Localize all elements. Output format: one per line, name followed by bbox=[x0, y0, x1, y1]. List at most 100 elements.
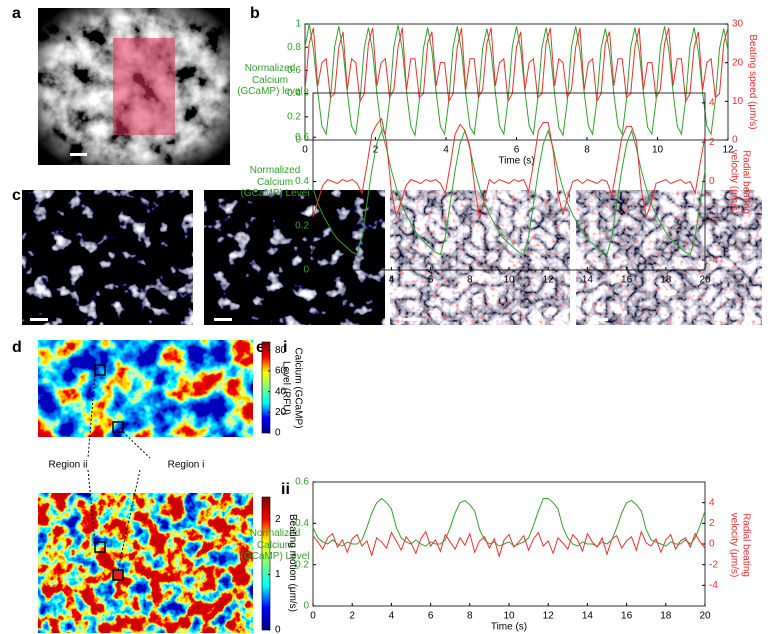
plot-frame bbox=[304, 23, 729, 141]
x-tick-label: 8 bbox=[584, 145, 590, 156]
panel-label: e bbox=[256, 339, 265, 356]
heatmap bbox=[38, 340, 253, 437]
colorbar-tick-label: 20 bbox=[275, 407, 287, 418]
y2-axis-label: Beating speed (μm/s) bbox=[746, 34, 758, 130]
series-line bbox=[312, 117, 706, 219]
y2-tick-label: 4 bbox=[709, 97, 715, 108]
y2-tick-label: 10 bbox=[732, 96, 744, 107]
x-tick-label: 0 bbox=[302, 145, 308, 156]
heatmap bbox=[38, 493, 253, 633]
y2-axis-label: Radial beating velocity (μm/s) bbox=[729, 149, 752, 215]
y-tick-label: 0.4 bbox=[295, 518, 309, 529]
scale-bar bbox=[70, 153, 87, 156]
colorbar-tick-label: 2 bbox=[275, 514, 281, 525]
colorbar-tick-label: 0 bbox=[275, 428, 281, 439]
y-tick-label: 0.2 bbox=[295, 559, 309, 570]
y2-tick-label: 0 bbox=[732, 135, 738, 146]
plot-frame bbox=[312, 481, 706, 607]
colorbar-tick-label: 60 bbox=[275, 366, 287, 377]
x-axis-label: Time (s) bbox=[491, 622, 527, 633]
x-tick-label: 10 bbox=[503, 611, 515, 622]
x-tick-label: 12 bbox=[722, 145, 734, 156]
x-tick-label: 0 bbox=[310, 611, 316, 622]
y-tick-label: 0.6 bbox=[295, 132, 309, 143]
y2-tick-label: -2 bbox=[709, 215, 718, 226]
colorbar-label: Calcium (GCaMP) Level (RFU) bbox=[281, 347, 304, 429]
colorbar-tick-label: 1 bbox=[275, 569, 281, 580]
micrograph bbox=[204, 190, 385, 325]
y2-tick-label: 2 bbox=[709, 518, 715, 529]
colorbar-tick-label: 40 bbox=[275, 386, 287, 397]
x-tick-label: 20 bbox=[699, 275, 711, 286]
motion-overlay bbox=[576, 190, 762, 325]
x-tick-label: 6 bbox=[428, 611, 434, 622]
y2-tick-label: -4 bbox=[709, 580, 718, 591]
region-box bbox=[94, 364, 106, 376]
y-tick-label: 0 bbox=[295, 135, 301, 146]
x-tick-label: 10 bbox=[503, 275, 515, 286]
series-line bbox=[304, 27, 729, 103]
y2-tick-label: -2 bbox=[709, 559, 718, 570]
y-tick-label: 0.4 bbox=[287, 88, 301, 99]
scale-bar bbox=[214, 318, 232, 321]
x-tick-label: 14 bbox=[582, 611, 594, 622]
region-box bbox=[112, 569, 124, 581]
region-label: Region i bbox=[168, 460, 205, 471]
x-tick-label: 10 bbox=[652, 145, 664, 156]
y2-tick-label: 0 bbox=[709, 539, 715, 550]
x-tick-label: 20 bbox=[699, 611, 711, 622]
x-tick-label: 12 bbox=[543, 275, 555, 286]
y-tick-label: 0.8 bbox=[287, 42, 301, 53]
y-axis-label: Normalized Calcium (GCaMP) Level bbox=[240, 164, 310, 199]
colorbar bbox=[261, 496, 271, 631]
connector bbox=[87, 374, 96, 543]
subpanel-label: i bbox=[283, 339, 287, 356]
x-tick-label: 6 bbox=[514, 145, 520, 156]
y-tick-label: 0 bbox=[303, 601, 309, 612]
series-line bbox=[312, 128, 706, 256]
colorbar-label: Beating motion (μm/s) bbox=[286, 513, 298, 613]
x-tick-label: 2 bbox=[349, 275, 355, 286]
scale-bar bbox=[30, 318, 48, 321]
y-tick-label: 0.2 bbox=[295, 220, 309, 231]
y2-tick-label: 30 bbox=[732, 19, 744, 30]
x-tick-label: 4 bbox=[389, 611, 395, 622]
y2-axis-label: Radial beating velocity (μm/s) bbox=[729, 512, 752, 578]
y2-tick-label: 20 bbox=[732, 57, 744, 68]
region-box bbox=[112, 421, 124, 433]
y-tick-label: 0.8 bbox=[295, 88, 309, 99]
x-tick-label: 18 bbox=[660, 611, 672, 622]
micrograph bbox=[22, 190, 193, 325]
series-line bbox=[304, 23, 729, 138]
x-tick-label: 4 bbox=[443, 145, 449, 156]
x-tick-label: 12 bbox=[543, 611, 555, 622]
connector bbox=[117, 431, 151, 571]
y2-tick-label: -4 bbox=[709, 255, 718, 266]
x-tick-label: 4 bbox=[389, 275, 395, 286]
panel-label: d bbox=[12, 339, 22, 356]
x-tick-label: 16 bbox=[621, 611, 633, 622]
panel-label: a bbox=[12, 5, 21, 22]
x-axis-label: Time (s) bbox=[498, 156, 534, 167]
scale-bar bbox=[590, 318, 608, 321]
y-tick-label: 0.6 bbox=[295, 477, 309, 488]
y-tick-label: 0.4 bbox=[295, 176, 309, 187]
x-tick-label: 14 bbox=[582, 275, 594, 286]
panel-label: b bbox=[250, 5, 260, 22]
scale-bar bbox=[403, 318, 421, 321]
x-tick-label: 18 bbox=[660, 275, 672, 286]
x-tick-label: 16 bbox=[621, 275, 633, 286]
region-label: Region ii bbox=[49, 460, 88, 471]
x-tick-label: 8 bbox=[467, 275, 473, 286]
subpanel-label: ii bbox=[281, 481, 290, 498]
x-tick-label: 0 bbox=[310, 275, 316, 286]
motion-overlay bbox=[390, 190, 570, 325]
y-tick-label: 0 bbox=[303, 265, 309, 276]
y-axis-label: Normalized Calcium (GCaMP) Level bbox=[240, 527, 310, 562]
y-tick-label: 0.6 bbox=[287, 65, 301, 76]
y2-tick-label: 0 bbox=[709, 176, 715, 187]
y-axis-label: Normalized Calcium (GCaMP) level bbox=[237, 62, 303, 97]
y2-tick-label: 2 bbox=[709, 137, 715, 148]
